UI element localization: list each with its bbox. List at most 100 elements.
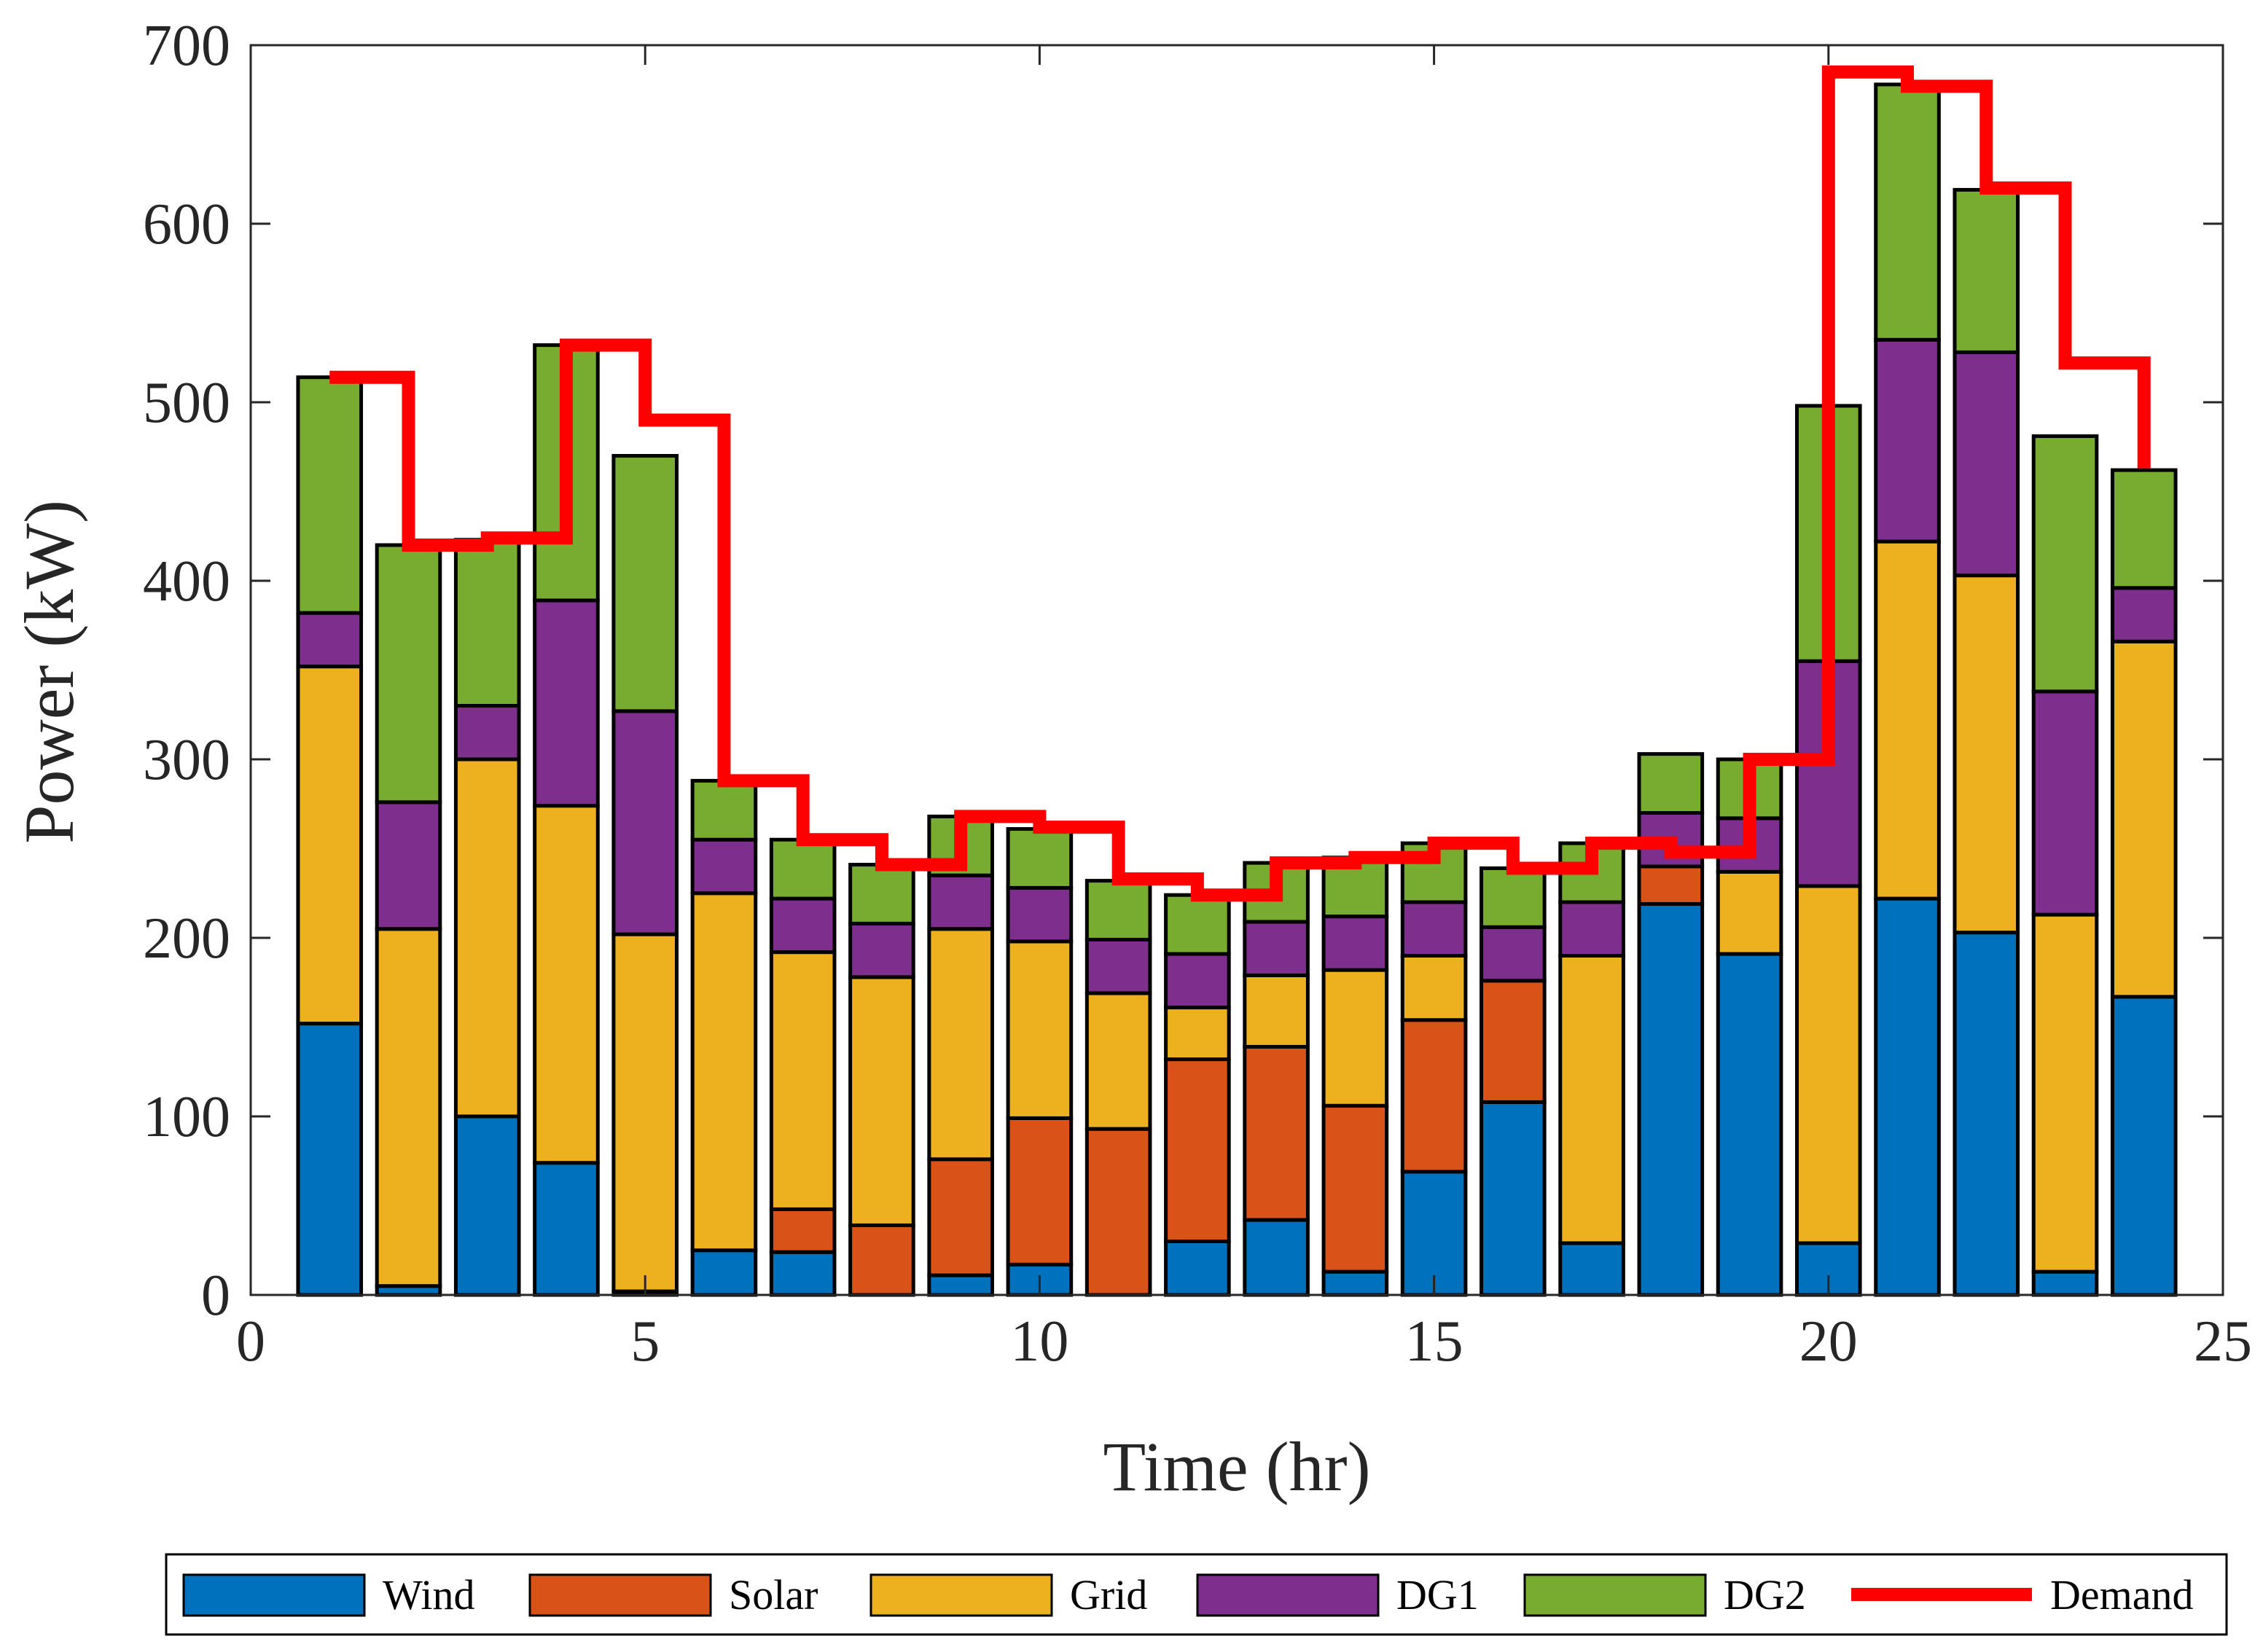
bar-grid-hour-20 (1795, 884, 1862, 1245)
bar-dg1-hour-16 (1480, 925, 1547, 983)
bar-grid-hour-9 (927, 927, 994, 1162)
bar-grid-hour-12 (1164, 1006, 1231, 1062)
bar-solar-hour-12 (1164, 1057, 1231, 1243)
bar-dg2-hour-7 (769, 837, 837, 901)
bar-dg1-hour-14 (1321, 915, 1389, 972)
bar-dg1-hour-12 (1164, 952, 1231, 1010)
y-tick-label-200: 200 (143, 907, 230, 971)
bar-wind-hour-13 (1243, 1218, 1310, 1297)
bar-grid-hour-23 (2031, 912, 2099, 1274)
bar-grid-hour-17 (1558, 954, 1625, 1245)
bar-wind-hour-22 (1953, 931, 2020, 1297)
bar-wind-hour-14 (1321, 1269, 1389, 1297)
bar-solar-hour-16 (1480, 979, 1547, 1104)
bar-grid-hour-10 (1006, 939, 1074, 1120)
bar-dg2-hour-8 (848, 863, 915, 925)
y-tick-label-500: 500 (143, 371, 230, 435)
y-tick-label-600: 600 (143, 192, 230, 257)
bar-wind-hour-21 (1874, 896, 1941, 1297)
bar-solar-hour-8 (848, 1223, 915, 1297)
x-tick-label-10: 10 (1010, 1310, 1068, 1374)
bar-wind-hour-12 (1164, 1240, 1231, 1297)
x-tick-label-20: 20 (1799, 1310, 1858, 1374)
bar-dg1-hour-24 (2110, 586, 2178, 643)
bar-wind-hour-19 (1716, 952, 1783, 1297)
bar-solar-hour-18 (1637, 864, 1705, 906)
legend-swatch-wind (182, 1573, 366, 1617)
bar-grid-hour-21 (1874, 539, 1941, 901)
bar-wind-hour-15 (1400, 1170, 1468, 1297)
legend-label-solar: Solar (729, 1571, 818, 1618)
y-axis-title: Power (kW) (10, 500, 88, 844)
bar-dg2-hour-18 (1637, 752, 1705, 815)
axes-layer: 0 5 10 15 20 25 0 100 200 300 400 500 600 700 (143, 14, 2252, 1374)
bar-wind-hour-3 (453, 1114, 521, 1297)
x-tick-label-25: 25 (2194, 1310, 2252, 1374)
bar-dg1-hour-4 (533, 598, 600, 808)
bar-dg2-hour-24 (2110, 468, 2178, 590)
x-tick-label-15: 15 (1405, 1310, 1463, 1374)
bar-dg2-hour-11 (1084, 879, 1152, 942)
y-tick-label-0: 0 (201, 1264, 230, 1328)
bar-solar-hour-10 (1006, 1116, 1074, 1267)
bar-dg1-hour-9 (927, 873, 994, 931)
legend: Wind Solar Grid DG1 DG2 Demand (165, 1553, 2228, 1636)
bar-wind-hour-17 (1558, 1241, 1625, 1297)
y-tick-label-300: 300 (143, 728, 230, 792)
bar-dg2-hour-12 (1164, 893, 1231, 956)
x-tick-label-0: 0 (236, 1310, 265, 1374)
legend-label-wind: Wind (383, 1571, 475, 1618)
bar-dg1-hour-23 (2031, 689, 2099, 917)
bar-dg2-hour-15 (1400, 841, 1468, 904)
bar-solar-hour-14 (1321, 1103, 1389, 1274)
bar-dg1-hour-11 (1084, 937, 1152, 995)
legend-swatch-dg2 (1523, 1573, 1707, 1617)
bar-grid-hour-24 (2110, 639, 2178, 999)
bar-dg1-hour-2 (375, 800, 442, 931)
bar-dg2-hour-21 (1874, 82, 1941, 342)
bar-grid-hour-3 (453, 757, 521, 1119)
bar-solar-hour-15 (1400, 1018, 1468, 1174)
bar-solar-hour-13 (1243, 1044, 1310, 1222)
bar-wind-hour-1 (296, 1022, 364, 1297)
bar-dg1-hour-7 (769, 896, 837, 955)
x-tick-label-5: 5 (630, 1310, 660, 1374)
bar-dg1-hour-21 (1874, 337, 1941, 544)
bar-dg1-hour-15 (1400, 900, 1468, 958)
bar-grid-hour-13 (1243, 973, 1310, 1049)
bar-dg1-hour-17 (1558, 900, 1625, 958)
bar-grid-hour-2 (375, 927, 442, 1288)
legend-label-dg1: DG1 (1396, 1571, 1479, 1618)
bar-dg1-hour-6 (690, 837, 758, 896)
bar-dg1-hour-8 (848, 921, 915, 979)
legend-swatch-grid (869, 1573, 1053, 1617)
bar-grid-hour-22 (1953, 573, 2020, 935)
axes-box (249, 44, 2224, 1296)
bar-wind-hour-24 (2110, 995, 2178, 1297)
bar-wind-hour-6 (690, 1248, 758, 1297)
bar-dg1-hour-5 (611, 709, 679, 936)
bar-dg2-hour-2 (375, 543, 442, 805)
y-tick-label-700: 700 (143, 14, 230, 78)
bar-grid-hour-19 (1716, 869, 1783, 956)
bar-grid-hour-11 (1084, 991, 1152, 1131)
bar-dg1-hour-22 (1953, 350, 2020, 578)
bar-wind-hour-4 (533, 1161, 600, 1297)
legend-swatch-solar (528, 1573, 712, 1617)
x-axis-title: Time (hr) (1103, 1428, 1370, 1506)
legend-swatch-dg1 (1196, 1573, 1380, 1617)
bar-dg1-hour-10 (1006, 885, 1074, 944)
bar-grid-hour-1 (296, 665, 364, 1026)
bar-solar-hour-7 (769, 1207, 837, 1254)
y-tick-label-400: 400 (143, 549, 230, 614)
bar-grid-hour-14 (1321, 968, 1389, 1108)
bar-grid-hour-6 (690, 891, 758, 1253)
bar-dg1-hour-1 (296, 611, 364, 669)
bar-wind-hour-7 (769, 1250, 837, 1297)
bar-wind-hour-9 (927, 1273, 994, 1297)
bar-grid-hour-8 (848, 975, 915, 1227)
bar-wind-hour-16 (1480, 1100, 1547, 1297)
bar-dg2-hour-1 (296, 375, 364, 615)
bar-grid-hour-4 (533, 804, 600, 1165)
legend-label-dg2: DG2 (1724, 1571, 1806, 1618)
